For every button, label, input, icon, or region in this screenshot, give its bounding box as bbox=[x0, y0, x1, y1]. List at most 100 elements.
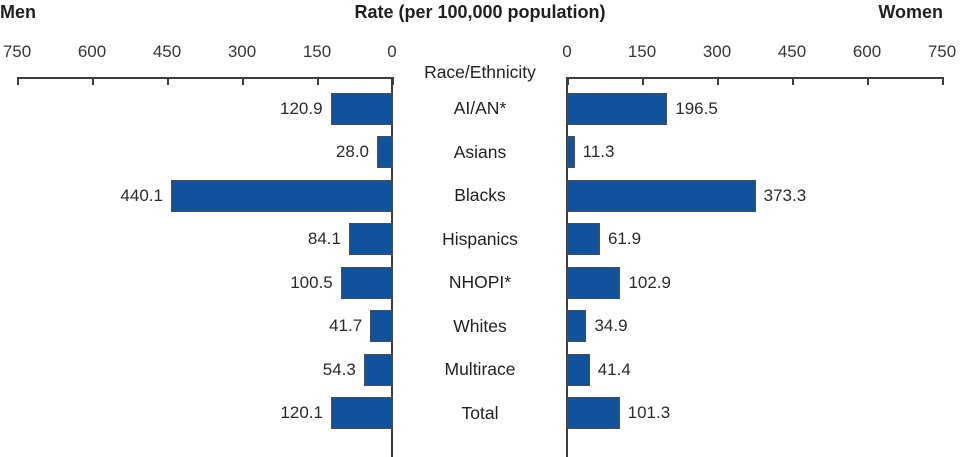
men-cell: 28.0 bbox=[17, 131, 393, 175]
axis-tick-mark bbox=[642, 77, 644, 85]
men-cell: 120.1 bbox=[17, 392, 393, 436]
axis-tick-label: 600 bbox=[852, 42, 882, 61]
category-cell: Whites bbox=[393, 305, 567, 349]
chart-row: 120.1 Total 101.3 bbox=[17, 392, 943, 436]
men-bar bbox=[330, 92, 393, 125]
women-value-label: 34.9 bbox=[594, 316, 628, 336]
women-cell: 101.3 bbox=[567, 392, 943, 436]
category-cell: NHOPI* bbox=[393, 261, 567, 305]
women-value-label: 11.3 bbox=[582, 142, 615, 162]
axis-tick-mark bbox=[942, 77, 944, 85]
chart-title: Rate (per 100,000 population) bbox=[354, 2, 606, 22]
women-value-label: 41.4 bbox=[597, 359, 631, 379]
men-bar bbox=[377, 136, 393, 169]
men-value-label: 120.1 bbox=[280, 403, 323, 423]
category-label: Whites bbox=[453, 315, 507, 336]
axis-tick-label: 0 bbox=[387, 42, 397, 61]
axis-tick-label: 450 bbox=[152, 42, 182, 61]
men-value-label: 41.7 bbox=[329, 316, 363, 336]
men-cell: 120.9 bbox=[17, 87, 393, 131]
men-bar bbox=[330, 397, 393, 430]
women-axis-title: Women bbox=[878, 2, 943, 22]
axis-tick-label: 150 bbox=[627, 42, 657, 61]
chart-row: 84.1 Hispanics 61.9 bbox=[17, 218, 943, 262]
women-bar bbox=[567, 92, 668, 125]
axis-tick-label: 300 bbox=[702, 42, 732, 61]
men-value-label: 28.0 bbox=[335, 142, 369, 162]
men-cell: 84.1 bbox=[17, 218, 393, 262]
men-cell: 100.5 bbox=[17, 261, 393, 305]
women-bar bbox=[567, 136, 575, 169]
women-bar bbox=[567, 310, 587, 343]
category-label: AI/AN* bbox=[453, 98, 507, 119]
category-label: Blacks bbox=[454, 185, 506, 206]
chart-row: 120.9 AI/AN* 196.5 bbox=[17, 87, 943, 131]
men-cell: 54.3 bbox=[17, 348, 393, 392]
men-cell: 41.7 bbox=[17, 305, 393, 349]
women-cell: 34.9 bbox=[567, 305, 943, 349]
axis-tick-mark bbox=[392, 77, 394, 85]
women-bar bbox=[567, 179, 756, 212]
women-cell: 102.9 bbox=[567, 261, 943, 305]
axis-tick-mark bbox=[567, 77, 569, 85]
men-axis: 750 600 450 300 150 0 bbox=[3, 0, 397, 90]
axis-tick-mark bbox=[17, 77, 19, 85]
axis-tick-label: 300 bbox=[227, 42, 257, 61]
category-label: Multirace bbox=[444, 359, 516, 380]
chart-row: 28.0 Asians 11.3 bbox=[17, 131, 943, 175]
men-cell: 440.1 bbox=[17, 174, 393, 218]
men-bar bbox=[363, 353, 393, 386]
chart-row: 440.1 Blacks 373.3 bbox=[17, 174, 943, 218]
axis-tick-label: 450 bbox=[777, 42, 807, 61]
category-label: Hispanics bbox=[442, 228, 518, 249]
women-bar bbox=[567, 266, 621, 299]
axis-tick-mark bbox=[717, 77, 719, 85]
axis-tick-mark bbox=[242, 77, 244, 85]
axis-tick-mark bbox=[317, 77, 319, 85]
axis-tick-label: 150 bbox=[302, 42, 332, 61]
women-axis-line bbox=[567, 77, 944, 79]
category-cell: AI/AN* bbox=[393, 87, 567, 131]
center-axis-label: Race/Ethnicity bbox=[424, 62, 536, 82]
men-bar bbox=[170, 179, 393, 212]
chart-row: 100.5 NHOPI* 102.9 bbox=[17, 261, 943, 305]
men-value-label: 440.1 bbox=[120, 185, 163, 205]
men-value-label: 54.3 bbox=[322, 359, 356, 379]
women-cell: 11.3 bbox=[567, 131, 943, 175]
category-cell: Asians bbox=[393, 131, 567, 175]
women-value-label: 61.9 bbox=[607, 229, 642, 249]
women-bar bbox=[567, 223, 600, 256]
category-cell: Hispanics bbox=[393, 218, 567, 262]
men-bar bbox=[340, 266, 393, 299]
category-label: Total bbox=[461, 402, 499, 423]
axis-tick-mark bbox=[167, 77, 169, 85]
women-value-label: 102.9 bbox=[628, 272, 671, 292]
women-cell: 41.4 bbox=[567, 348, 943, 392]
men-value-label: 84.1 bbox=[307, 229, 341, 249]
axis-tick-mark bbox=[792, 77, 794, 85]
axis-tick-label: 750 bbox=[927, 42, 957, 61]
women-cell: 61.9 bbox=[567, 218, 943, 262]
axis-tick-label: 750 bbox=[2, 42, 32, 61]
category-cell: Multirace bbox=[393, 348, 567, 392]
men-axis-line bbox=[17, 77, 394, 79]
women-axis: 0 150 300 450 600 750 bbox=[562, 0, 956, 90]
category-label: NHOPI* bbox=[448, 272, 512, 293]
axis-tick-mark bbox=[867, 77, 869, 85]
women-value-label: 373.3 bbox=[763, 185, 807, 205]
men-bar bbox=[370, 310, 393, 343]
women-cell: 196.5 bbox=[567, 87, 943, 131]
women-bar bbox=[567, 397, 620, 430]
chart-row: 41.7 Whites 34.9 bbox=[17, 305, 943, 349]
men-axis-title: Men bbox=[0, 2, 36, 22]
men-value-label: 100.5 bbox=[290, 272, 333, 292]
women-value-label: 196.5 bbox=[675, 98, 718, 118]
axis-tick-mark bbox=[92, 77, 94, 85]
men-value-label: 120.9 bbox=[280, 98, 323, 118]
women-cell: 373.3 bbox=[567, 174, 943, 218]
women-value-label: 101.3 bbox=[627, 403, 671, 423]
women-bar bbox=[567, 353, 590, 386]
men-bar bbox=[348, 223, 393, 256]
chart-rows: 120.9 AI/AN* 196.5 28.0 Asians 11.3 440.1 Black… bbox=[17, 87, 943, 435]
category-cell: Total bbox=[393, 392, 567, 436]
